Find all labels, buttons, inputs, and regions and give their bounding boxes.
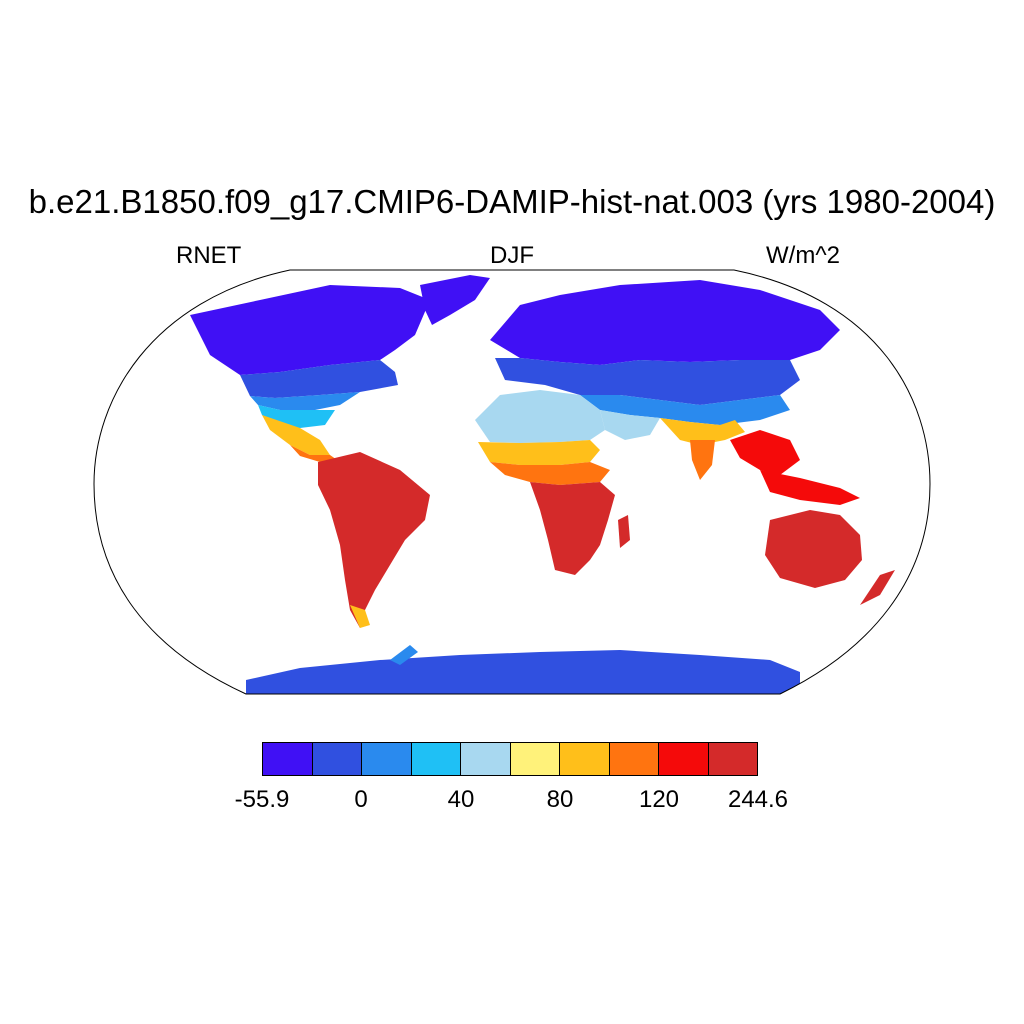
land-eurasia-north [490,280,840,365]
land-north-africa [475,390,605,443]
land-north-america-south [250,392,360,410]
land-central-africa [530,482,615,575]
map-title: b.e21.B1850.f09_g17.CMIP6-DAMIP-hist-nat… [28,183,996,220]
land-southeast-asia [730,430,800,475]
colorbar-swatch [362,743,412,775]
colorbar-swatch [708,743,757,775]
land-central-america [262,415,330,455]
land-india [690,440,715,480]
units-label: W/m^2 [766,242,840,269]
colorbar-swatch [659,743,709,775]
colorbar-tick-label: 80 [546,786,574,813]
land-south-asia [660,418,745,445]
colorbar-swatch [263,743,313,775]
colorbar-tick-label: -55.9 [234,786,290,813]
colorbar-tick-label: 40 [447,786,475,813]
map-boundary [93,269,931,695]
colorbar-tick-label: 244.6 [727,786,789,813]
colorbar-tick-label: 120 [638,786,680,813]
land-south-america-tip [350,605,370,628]
colorbar [262,742,758,776]
land-eurasia-mid [495,358,800,405]
colorbar-swatch [312,743,362,775]
land-eurasia-south [580,395,790,425]
land-australia [765,510,862,588]
land-north-america-mid [240,360,398,398]
land-north-america-north [190,285,430,375]
colorbar-swatch [510,743,560,775]
land-new-zealand [860,570,895,605]
land-sahel-2 [490,462,610,485]
land-middle-east [600,410,660,440]
land-south-america [318,452,430,628]
variable-label: RNET [176,242,242,269]
colorbar-swatch [609,743,659,775]
land-indonesia [760,470,860,505]
land-antarctica-peninsula [390,645,418,665]
land-central-america-2 [290,445,340,462]
colorbar-swatch [461,743,511,775]
land-greenland [420,275,490,325]
land-madagascar [618,515,630,548]
land-sahel [478,440,600,465]
season-label: DJF [490,242,534,269]
colorbar-swatch [560,743,610,775]
colorbar-tick-label: 0 [354,786,368,813]
colorbar-swatch [411,743,461,775]
land-antarctica [246,650,800,694]
